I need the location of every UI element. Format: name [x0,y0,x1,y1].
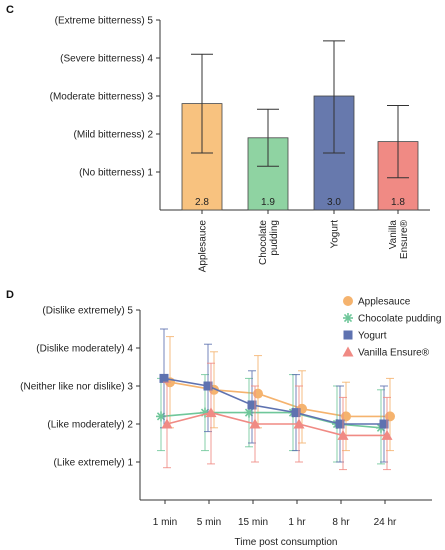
panel-d-legend: Applesauce Chocolate pudding Yogurt Vanilla… [342,296,441,359]
panel-c-bar-value-label: 1.8 [391,197,405,208]
panel-c-x-tick-label: Chocolate pudding [258,220,280,265]
panel-d-x-tick-label: 1 hr [288,517,306,528]
panel-d-y-tick-label: (Dislike moderately) 4 [36,344,133,355]
panel-d-y-tick-label: (Like extremely) 1 [54,458,134,469]
panel-d-point [291,408,301,418]
panel-d-point [381,429,393,440]
panel-d-series-line [166,411,387,437]
panel-d-legend-marker [342,346,354,357]
panel-c-y-tick-label: (Moderate bitterness) 3 [50,92,154,103]
svg-text:Applesauce: Applesauce [198,220,209,273]
panel-d-y-tick-label: (Dislike extremely) 5 [42,306,133,317]
panel-d-y-tick-label: (Neither like nor dislike) 3 [20,382,133,393]
panel-d-legend-marker [343,296,353,306]
panel-label-d: D [6,289,14,301]
panel-d-point [249,418,261,429]
panel-d-point [159,373,169,383]
panel-d-point [379,419,389,429]
panel-d-point [337,429,349,440]
panel-d-series-line [163,377,384,425]
panel-d-series [159,328,389,463]
panel-d-legend-label: Applesauce [358,297,411,308]
panel-d-x-tick-label: 24 hr [374,517,397,528]
panel-d-series [156,374,386,465]
panel-d-point [161,418,173,429]
panel-d-point [293,418,305,429]
panel-d-legend-item: Vanilla Ensure® [342,346,430,359]
panel-c-bar-value-label: 3.0 [327,197,341,208]
panel-d-x-axis-title: Time post consumption [234,537,337,548]
svg-text:Vanilla: Vanilla [388,220,399,250]
panel-d-line-chart: D (Like extremely) 1 (Like moderately) 2 (… [6,289,441,548]
panel-c-x-tick-label: Applesauce [198,220,209,273]
panel-d-series [161,362,393,471]
panel-d-x-tick-label: 8 hr [332,517,350,528]
panel-d-legend-label: Yogurt [358,331,387,342]
panel-d-point [203,381,213,391]
panel-c-y-tick-label: (Severe bitterness) 4 [60,54,153,65]
panel-label-c: C [6,4,14,16]
panel-d-legend-item: Chocolate pudding [343,313,441,325]
svg-text:Yogurt: Yogurt [330,220,341,249]
panel-c-y-tick-label: (No bitterness) 1 [79,168,153,179]
panel-d-x-tick-label: 15 min [238,517,268,528]
panel-d-legend-item: Applesauce [343,296,411,308]
panel-c-bar-chart: C (No bitterness) 1 (Mild bitterness) 2 (M… [6,4,430,272]
panel-c-y-tick-label: (Extreme bitterness) 5 [55,16,154,27]
panel-c-bar-value-label: 2.8 [195,197,209,208]
panel-c-x-tick-label: Yogurt [330,220,341,249]
svg-text:Ensure®: Ensure® [399,219,410,259]
panel-d-point [335,419,345,429]
panel-d-legend-marker [343,313,353,323]
panel-d-legend-label: Vanilla Ensure® [358,348,430,359]
panel-d-point [205,407,217,418]
svg-text:Chocolate: Chocolate [258,220,269,265]
panel-d-x-tick-label: 5 min [197,517,221,528]
panel-d-legend-marker [343,330,353,340]
panel-c-y-tick-label: (Mild bitterness) 2 [74,130,154,141]
panel-c-x-tick-label: Vanilla Ensure® [388,219,410,259]
panel-d-legend-item: Yogurt [343,330,387,342]
panel-d-point [247,400,257,410]
panel-c-bar-value-label: 1.9 [261,197,275,208]
svg-text:pudding: pudding [269,220,280,256]
panel-d-y-tick-label: (Like moderately) 2 [47,420,133,431]
panel-d-legend-label: Chocolate pudding [358,314,441,325]
panel-d-x-tick-label: 1 min [153,517,177,528]
